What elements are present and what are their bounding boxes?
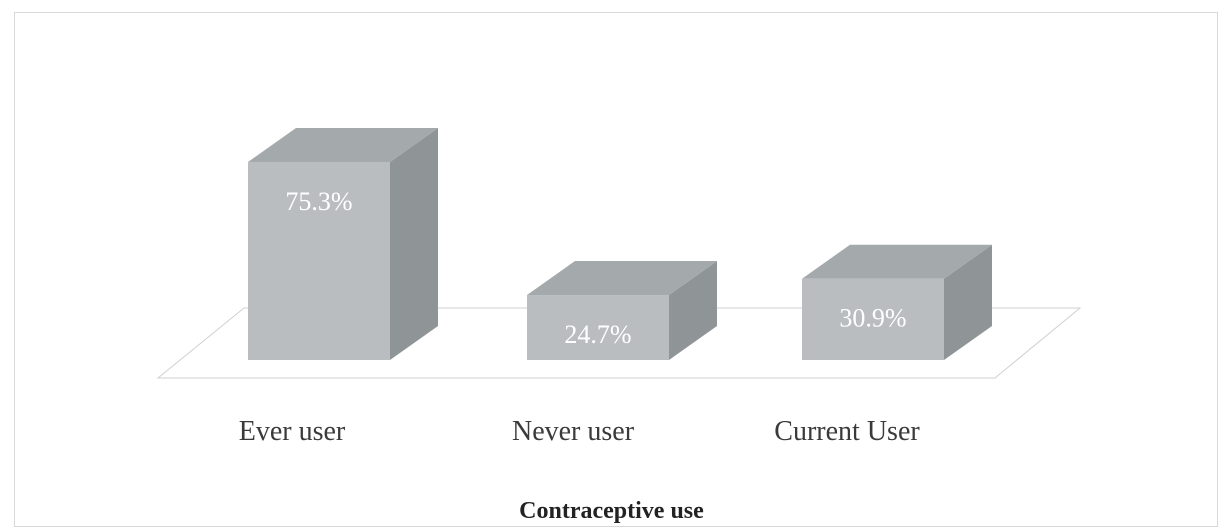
bar-front-face xyxy=(802,278,944,360)
floor-plane xyxy=(156,307,1082,379)
bar-side-face xyxy=(390,127,438,360)
data-label: 75.3% xyxy=(285,187,352,216)
bar-top-face xyxy=(802,244,992,279)
bar-never-user xyxy=(527,261,717,360)
bar-current-user xyxy=(802,244,992,360)
data-label: 30.9% xyxy=(839,304,906,333)
chart-frame xyxy=(14,12,1218,527)
category-label: Ever user xyxy=(239,416,346,447)
bar-front-face xyxy=(248,161,390,360)
category-label: Never user xyxy=(512,416,635,447)
bar-top-face xyxy=(248,127,438,162)
bar-top-face xyxy=(527,261,717,296)
bar-side-face xyxy=(669,261,717,360)
chart-title: Contraceptive use xyxy=(519,498,704,524)
category-label: Current User xyxy=(774,416,920,447)
bar-side-face xyxy=(944,244,992,360)
bar-ever-user xyxy=(248,127,438,360)
data-label: 24.7% xyxy=(564,320,631,349)
bar-front-face xyxy=(527,295,669,360)
